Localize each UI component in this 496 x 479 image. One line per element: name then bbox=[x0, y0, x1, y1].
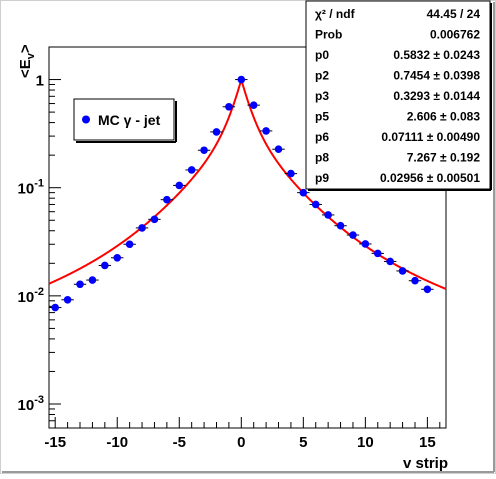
data-point bbox=[200, 146, 208, 155]
data-point bbox=[187, 166, 196, 174]
data-point bbox=[386, 257, 394, 266]
data-point bbox=[125, 240, 134, 249]
stats-value: 0.02956 ± 0.00501 bbox=[380, 171, 480, 185]
stats-label: p5 bbox=[315, 110, 329, 124]
plot-frame bbox=[48, 46, 447, 429]
legend-box bbox=[73, 98, 175, 141]
x-tick-label: -15 bbox=[44, 434, 66, 451]
data-point bbox=[88, 276, 97, 284]
stats-box-frame bbox=[305, 0, 491, 190]
y-tick-label: 10-3 bbox=[18, 394, 44, 414]
data-point bbox=[411, 276, 419, 285]
stats-value: 0.5832 ± 0.0243 bbox=[393, 48, 480, 62]
x-tick-label: -10 bbox=[106, 434, 128, 451]
data-point bbox=[299, 188, 308, 197]
data-point bbox=[237, 75, 246, 84]
y-tick-label: 1 bbox=[36, 73, 44, 90]
legend-label: MC γ - jet bbox=[98, 112, 161, 128]
stats-value: 0.3293 ± 0.0144 bbox=[393, 89, 480, 103]
y-tick-label: 10-1 bbox=[18, 178, 44, 198]
legend: MC γ - jet bbox=[73, 98, 177, 143]
stats-label: p9 bbox=[315, 171, 329, 185]
x-axis-title: v strip bbox=[403, 455, 448, 472]
data-point bbox=[398, 267, 407, 275]
data-point bbox=[63, 295, 72, 304]
x-tick-label: 15 bbox=[419, 434, 436, 451]
stats-label: p6 bbox=[315, 130, 329, 144]
axis-ticks: -15 -10 -5 0 5 10 15 1 10-1 10-2 10-3 bbox=[18, 46, 441, 451]
data-point bbox=[274, 145, 283, 154]
data-point bbox=[138, 224, 146, 232]
stats-label: p0 bbox=[315, 48, 329, 62]
data-point bbox=[212, 128, 221, 136]
data-point bbox=[349, 231, 357, 239]
stats-label: p3 bbox=[315, 89, 329, 103]
data-point bbox=[101, 261, 109, 270]
data-point bbox=[311, 200, 320, 209]
legend-marker bbox=[82, 115, 90, 124]
x-tick-label: -5 bbox=[173, 434, 186, 451]
data-point bbox=[150, 215, 159, 224]
stats-label: p2 bbox=[315, 69, 329, 83]
data-point bbox=[324, 211, 332, 219]
data-point bbox=[373, 249, 382, 258]
stats-value: 2.606 ± 0.083 bbox=[407, 110, 481, 124]
data-point bbox=[51, 303, 60, 312]
y-axis-title: <Ev> bbox=[17, 44, 37, 78]
x-tick-label: 10 bbox=[357, 434, 374, 451]
stats-rows: χ² / ndf 44.45 / 24 Prob 0.006762 p0 0.5832 ±… bbox=[315, 7, 480, 185]
data-point bbox=[249, 101, 258, 109]
stats-label: Prob bbox=[315, 28, 342, 42]
y-tick-label: 10-2 bbox=[18, 286, 44, 306]
fit-statistics-box: χ² / ndf 44.45 / 24 Prob 0.006762 p0 0.5832 ±… bbox=[305, 0, 492, 191]
stats-value: 0.07111 ± 0.00490 bbox=[381, 130, 480, 144]
stats-value: 0.006762 bbox=[430, 28, 480, 42]
data-point bbox=[175, 181, 184, 190]
data-point bbox=[336, 221, 345, 230]
stats-value: 44.45 / 24 bbox=[427, 7, 481, 21]
x-tick-label: 5 bbox=[299, 434, 307, 451]
stats-value: 7.267 ± 0.192 bbox=[407, 151, 481, 165]
data-point bbox=[423, 285, 432, 294]
data-point bbox=[361, 240, 370, 248]
data-points-layer bbox=[49, 75, 434, 312]
stats-label: χ² / ndf bbox=[315, 7, 356, 21]
data-point bbox=[76, 280, 84, 289]
data-point bbox=[113, 253, 122, 262]
stats-label: p8 bbox=[315, 151, 329, 165]
stats-value: 0.7454 ± 0.0398 bbox=[393, 69, 480, 83]
data-point bbox=[287, 169, 295, 178]
x-tick-label: 0 bbox=[237, 434, 245, 451]
data-point bbox=[163, 195, 171, 204]
data-point bbox=[225, 102, 233, 111]
data-point bbox=[262, 127, 270, 135]
